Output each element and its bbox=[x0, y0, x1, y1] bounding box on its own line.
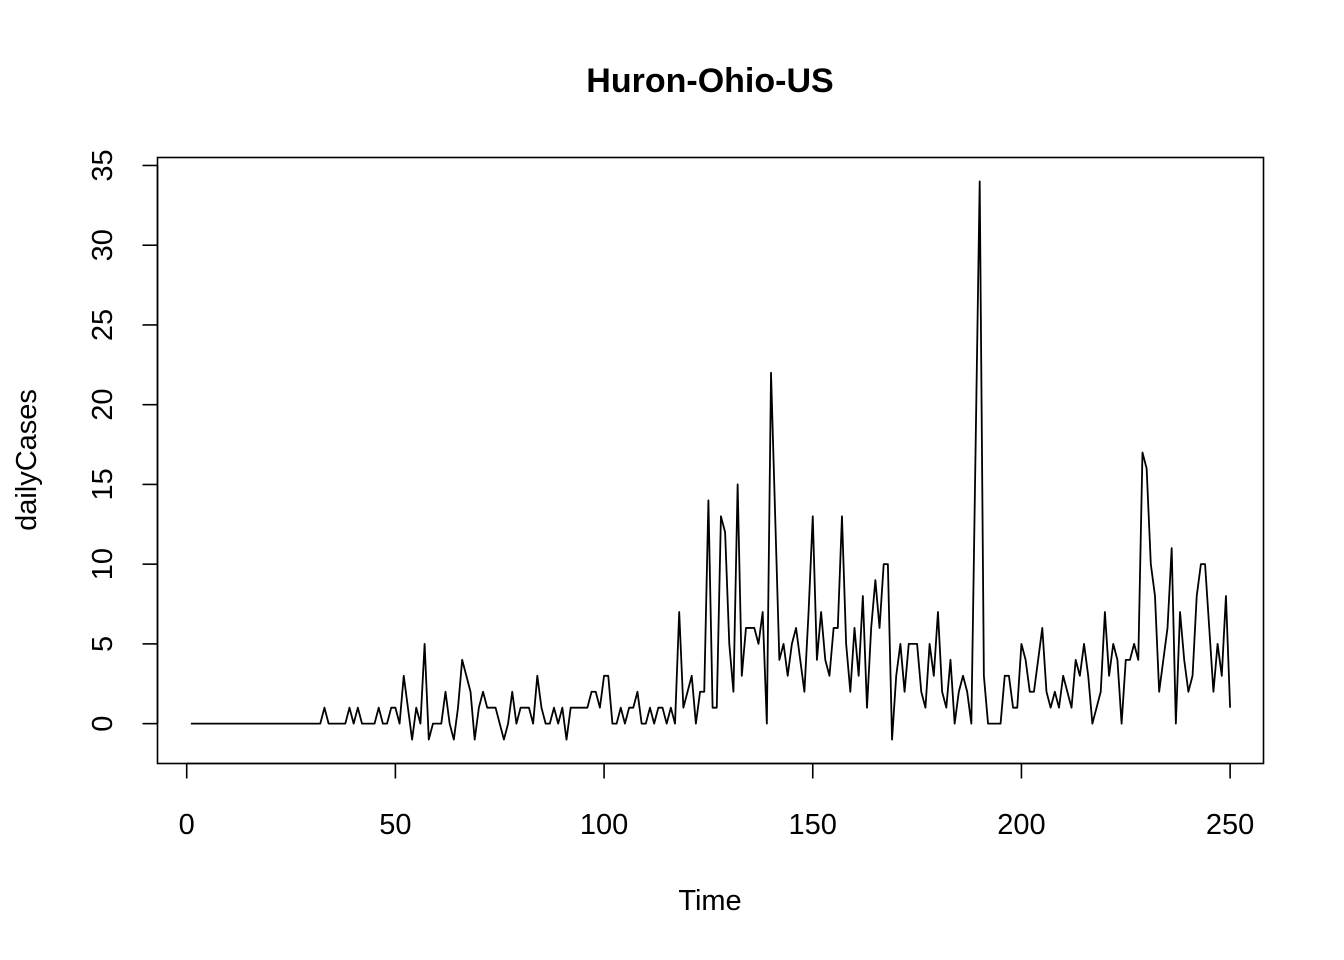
y-tick-label: 5 bbox=[87, 636, 119, 652]
x-axis: 0 50 100 150 200 250 bbox=[179, 762, 1254, 841]
x-tick-label: 200 bbox=[997, 809, 1045, 841]
plot-frame bbox=[156, 156, 1265, 765]
y-axis-label: dailyCases bbox=[11, 389, 43, 531]
y-tick-label: 25 bbox=[87, 309, 119, 341]
x-axis-label: Time bbox=[678, 885, 741, 917]
x-tick-label: 150 bbox=[789, 809, 837, 841]
y-tick-label: 0 bbox=[87, 716, 119, 732]
y-tick-label: 15 bbox=[87, 468, 119, 500]
y-tick-label: 10 bbox=[87, 548, 119, 580]
y-axis: 0 5 10 15 20 25 30 35 bbox=[87, 149, 159, 732]
y-tick-label: 30 bbox=[87, 229, 119, 261]
x-tick-label: 100 bbox=[580, 809, 628, 841]
x-tick-label: 0 bbox=[179, 809, 195, 841]
y-tick-label: 20 bbox=[87, 389, 119, 421]
x-tick-label: 250 bbox=[1206, 809, 1254, 841]
y-tick-label: 35 bbox=[87, 149, 119, 181]
x-tick-label: 50 bbox=[379, 809, 411, 841]
series-line bbox=[190, 180, 1232, 741]
chart-title: Huron-Ohio-US bbox=[586, 62, 833, 100]
